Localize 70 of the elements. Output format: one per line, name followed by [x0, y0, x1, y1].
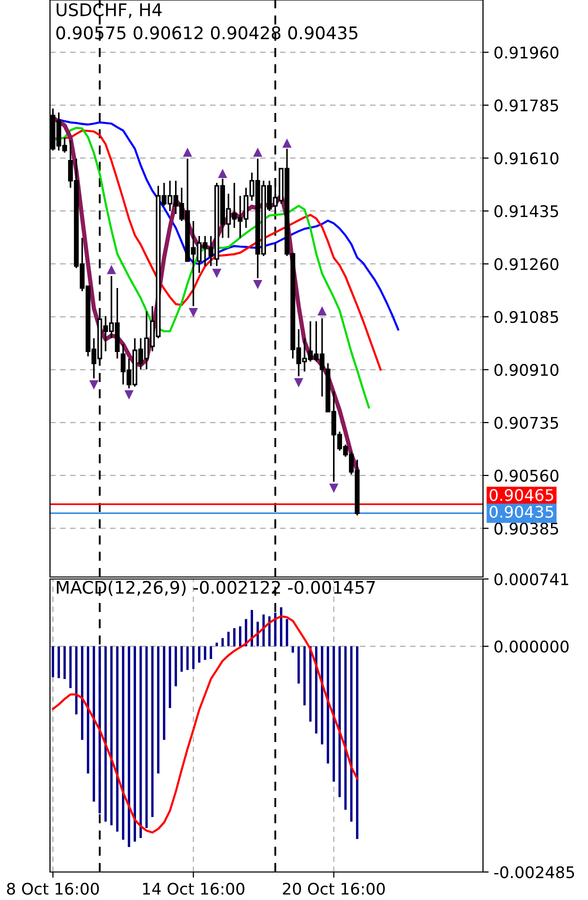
- bar: [239, 626, 242, 646]
- point: [282, 139, 292, 148]
- y-tick-label: 0.91085: [494, 310, 558, 324]
- x-tick-label: 14 Oct 16:00: [143, 882, 244, 895]
- bar: [192, 646, 195, 670]
- point: [294, 378, 303, 387]
- bar: [116, 646, 118, 832]
- bar: [81, 646, 84, 740]
- chart-title: MACD(12,26,9) -0.002122 -0.001457: [56, 580, 375, 596]
- bar: [298, 646, 300, 684]
- bar: [58, 646, 60, 678]
- point: [107, 266, 116, 274]
- y-tick-label: 0.91435: [494, 205, 558, 218]
- point: [124, 390, 134, 399]
- line-series: [58, 118, 400, 330]
- bar: [332, 646, 335, 782]
- point: [318, 307, 326, 316]
- point: [330, 484, 338, 492]
- bar: [198, 646, 200, 663]
- bar: [350, 646, 353, 822]
- y-tick-label: 0.90910: [494, 364, 558, 376]
- bar: [122, 646, 124, 840]
- y-tick-label: 0.90560: [494, 470, 558, 482]
- point: [183, 148, 192, 157]
- bar: [250, 610, 254, 646]
- y-tick-label: 0.90385: [494, 522, 558, 535]
- bar: [162, 646, 166, 740]
- point: [90, 380, 98, 389]
- bar: [320, 646, 324, 744]
- bar: [216, 642, 218, 646]
- annotation: 0.90575 0.90612 0.90428 0.90435: [56, 26, 358, 40]
- y-tick-label: 0.91610: [494, 152, 558, 164]
- bar: [92, 646, 96, 802]
- bar: [63, 646, 66, 679]
- bar: [280, 607, 282, 646]
- point: [189, 308, 198, 316]
- bar: [233, 628, 236, 646]
- ref-line-label: 0.90465: [490, 488, 554, 502]
- y-tick-label: 0.000741: [494, 573, 568, 586]
- y-tick-label: 0.91260: [494, 258, 558, 270]
- point: [254, 148, 262, 157]
- y-tick-label: -0.002485: [494, 866, 574, 878]
- bar: [338, 646, 341, 798]
- point: [218, 170, 227, 178]
- chart-title: USDCHF, H4: [56, 3, 162, 18]
- bar: [104, 646, 107, 822]
- bar: [180, 646, 183, 672]
- bar: [292, 646, 294, 653]
- point: [254, 280, 262, 288]
- bar: [356, 646, 358, 840]
- y-tick-label: 0.000000: [494, 640, 569, 653]
- point: [212, 268, 221, 278]
- bar: [157, 646, 160, 774]
- line-series: [52, 615, 358, 834]
- bar: [174, 646, 177, 686]
- y-tick-label: 0.91960: [494, 46, 558, 59]
- ref-line-label: 0.90435: [490, 506, 554, 518]
- bar: [98, 646, 101, 814]
- x-tick-label: 8 Oct 16:00: [7, 882, 99, 895]
- bar: [134, 646, 136, 842]
- y-tick-label: 0.90735: [494, 416, 558, 429]
- y-tick-label: 0.91785: [494, 99, 558, 112]
- bar: [221, 638, 224, 646]
- bar: [75, 646, 78, 714]
- bar: [151, 646, 154, 818]
- bar: [309, 646, 312, 722]
- bar: [210, 646, 212, 660]
- x-tick-label: 20 Oct 16:00: [282, 882, 385, 895]
- bar: [140, 646, 142, 838]
- bar: [315, 646, 318, 734]
